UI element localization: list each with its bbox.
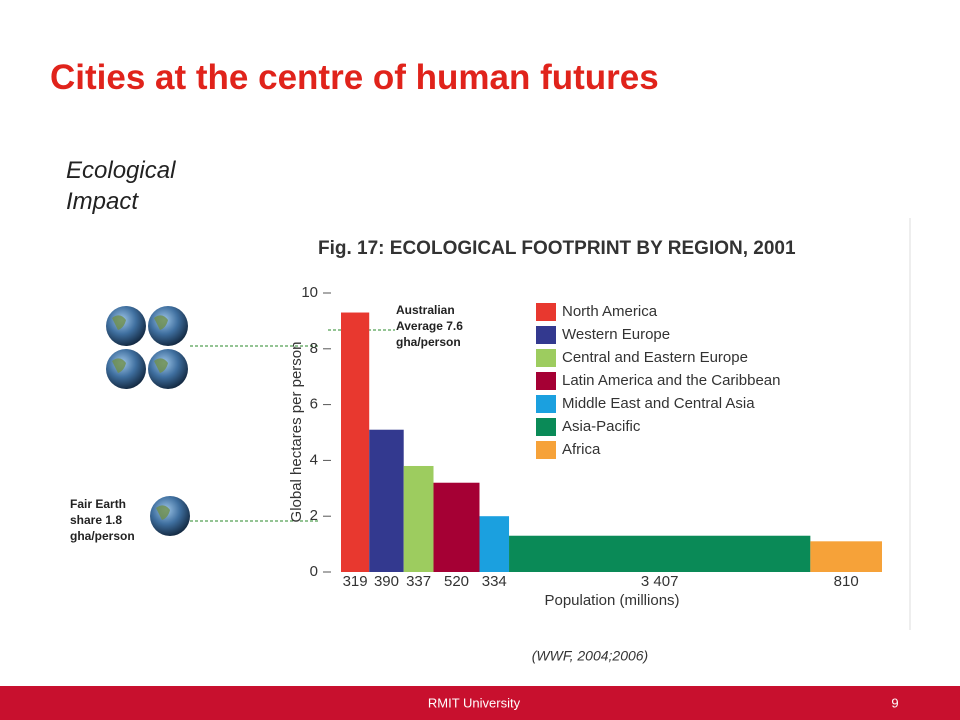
legend-label: Africa	[562, 441, 601, 458]
x-width-label: 810	[834, 573, 859, 590]
y-tick-label: 0	[310, 563, 318, 580]
annotation: Australian Average 7.6 gha/person	[396, 303, 463, 349]
x-width-label: 337	[406, 573, 431, 590]
legend-swatch	[536, 349, 556, 367]
x-width-label: 520	[444, 573, 469, 590]
legend-label: Latin America and the Caribbean	[562, 372, 780, 389]
y-tick-label: 4	[310, 451, 318, 468]
bar	[369, 429, 404, 572]
page-number: 9	[891, 695, 898, 710]
legend-label: Middle East and Central Asia	[562, 395, 755, 412]
legend-label: Central and Eastern Europe	[562, 349, 748, 366]
annotation: Fair Earth share 1.8 gha/person	[70, 497, 135, 543]
globes	[106, 306, 190, 536]
y-tick-label: 10	[301, 284, 318, 301]
bar	[433, 482, 480, 572]
y-tick-label: 2	[310, 507, 318, 524]
bar	[403, 465, 434, 572]
legend-swatch	[536, 372, 556, 390]
bar	[509, 535, 811, 572]
legend-swatch	[536, 303, 556, 321]
bar	[479, 516, 510, 572]
legend-swatch	[536, 326, 556, 344]
legend-label: Western Europe	[562, 326, 670, 343]
bar	[810, 541, 882, 572]
y-tick-label: 8	[310, 340, 318, 357]
legend-swatch	[536, 418, 556, 436]
slide-title: Cities at the centre of human futures	[50, 58, 659, 97]
connectors	[190, 329, 395, 522]
footer-text: RMIT University	[428, 695, 521, 710]
legend-swatch	[536, 441, 556, 459]
x-width-label: 390	[374, 573, 399, 590]
y-tick-label: 6	[310, 396, 318, 413]
legend-swatch	[536, 395, 556, 413]
x-width-label: 319	[343, 573, 368, 590]
x-width-label: 334	[482, 573, 507, 590]
bar	[341, 312, 370, 572]
slide-subtitle: Ecological Impact	[66, 157, 176, 215]
x-axis-label: Population (millions)	[544, 592, 679, 609]
x-width-label: 3 407	[641, 573, 679, 590]
footer-bar	[0, 686, 960, 720]
legend-label: Asia-Pacific	[562, 418, 641, 435]
figure-title: Fig. 17: ECOLOGICAL FOOTPRINT BY REGION,…	[318, 238, 796, 259]
legend-label: North America	[562, 303, 658, 320]
y-axis-label: Global hectares per person	[288, 342, 305, 523]
source: (WWF, 2004;2006)	[532, 648, 648, 664]
